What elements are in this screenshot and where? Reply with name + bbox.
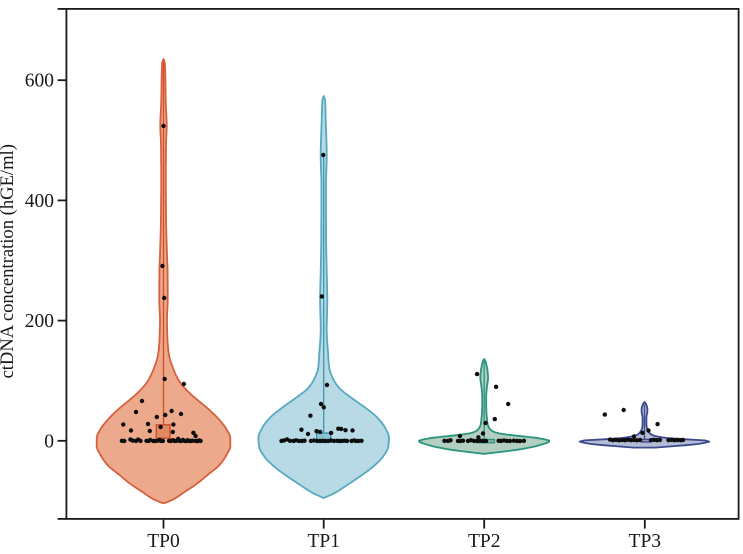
svg-text:TP3: TP3 (629, 531, 662, 552)
svg-text:0: 0 (44, 431, 54, 452)
svg-text:ctDNA concentration (hGE/ml): ctDNA concentration (hGE/ml) (0, 144, 18, 378)
svg-text:TP1: TP1 (307, 531, 340, 552)
svg-text:200: 200 (25, 311, 54, 332)
svg-text:TP0: TP0 (147, 531, 180, 552)
svg-text:TP2: TP2 (468, 531, 501, 552)
svg-text:600: 600 (25, 71, 54, 92)
svg-text:400: 400 (25, 191, 54, 212)
